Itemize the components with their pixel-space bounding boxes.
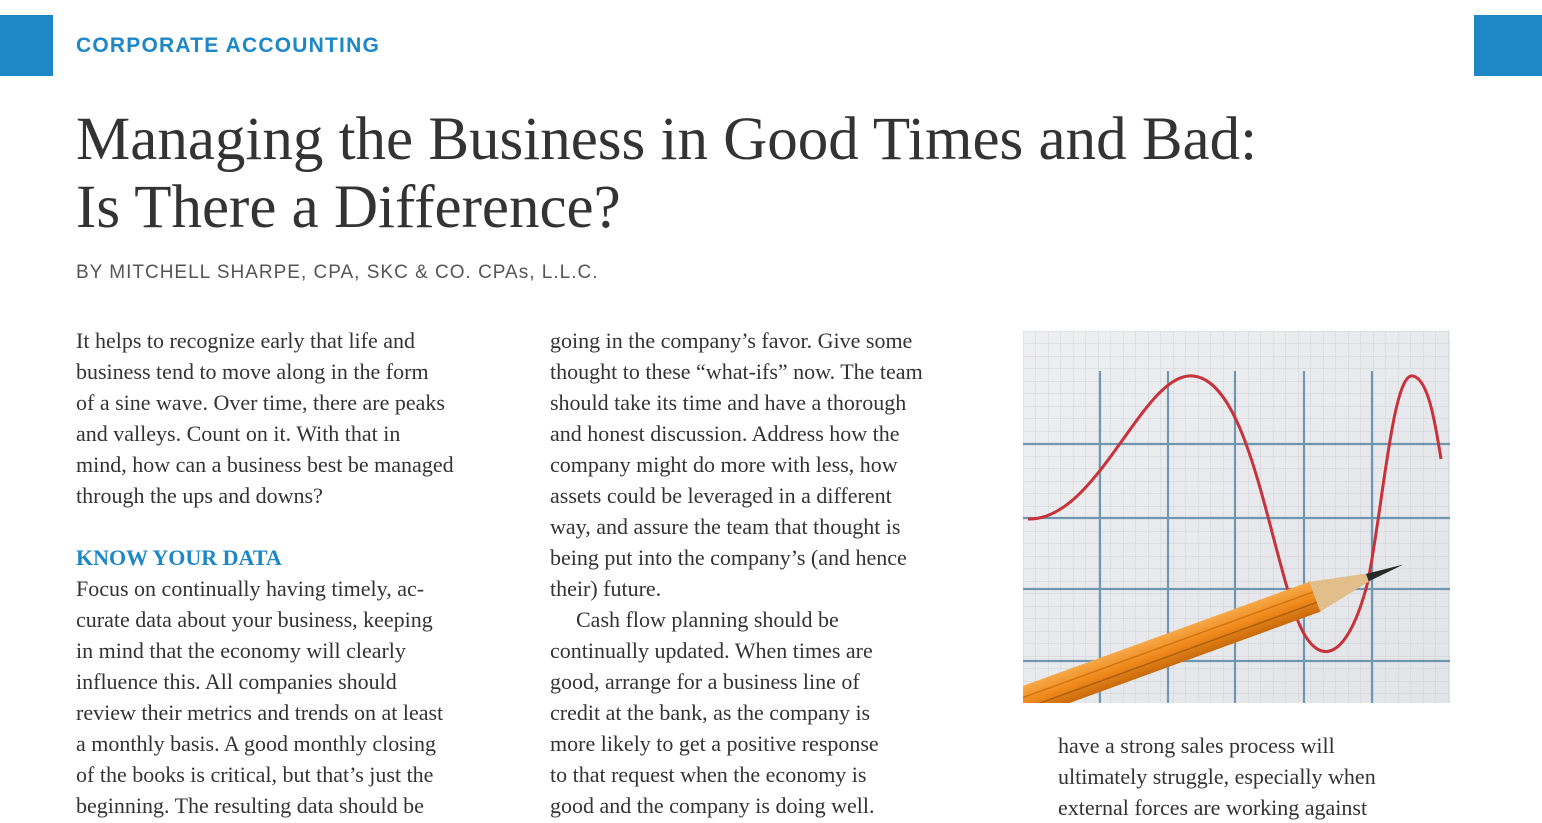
text-line: to that request when the economy is bbox=[550, 762, 867, 787]
text-line: curate data about your business, keeping bbox=[76, 607, 433, 632]
text-line: and honest discussion. Address how the bbox=[550, 421, 900, 446]
text-line: Cash flow planning should be bbox=[576, 607, 839, 632]
text-line: beginning. The resulting data should be bbox=[76, 793, 424, 818]
body-paragraph: going in the company’s favor. Give some … bbox=[550, 325, 990, 604]
text-line: should take its time and have a thorough bbox=[550, 390, 907, 415]
sine-curve bbox=[1027, 374, 1443, 653]
text-line: assets could be leveraged in a different bbox=[550, 483, 892, 508]
article-title-line-1: Managing the Business in Good Times and … bbox=[76, 106, 1258, 173]
article-title-line-2: Is There a Difference? bbox=[76, 174, 621, 241]
text-line: their) future. bbox=[550, 576, 662, 601]
text-line: and valleys. Count on it. With that in bbox=[76, 421, 401, 446]
intro-paragraph: It helps to recognize early that life an… bbox=[76, 325, 506, 511]
text-line: good and the company is doing well. bbox=[550, 793, 875, 818]
pencil bbox=[1023, 564, 1404, 703]
text-line: Focus on continually having timely, ac- bbox=[76, 576, 425, 601]
sine-wave-illustration bbox=[1023, 331, 1450, 703]
right-accent-tab bbox=[1474, 15, 1542, 76]
text-line: through the ups and downs? bbox=[76, 483, 323, 508]
text-line: continually updated. When times are bbox=[550, 638, 873, 663]
left-accent-tab bbox=[0, 15, 53, 76]
text-line: mind, how can a business best be managed bbox=[76, 452, 454, 477]
text-line: of the books is critical, but that’s jus… bbox=[76, 762, 434, 787]
text-column-1: It helps to recognize early that life an… bbox=[76, 325, 506, 821]
text-column-3: have a strong sales process will ultimat… bbox=[1058, 730, 1458, 823]
article-title: Managing the Business in Good Times and … bbox=[76, 106, 1456, 242]
text-column-2: going in the company’s favor. Give some … bbox=[550, 325, 990, 821]
text-line: a monthly basis. A good monthly closing bbox=[76, 731, 436, 756]
text-line: It helps to recognize early that life an… bbox=[76, 328, 416, 353]
graph-paper-svg bbox=[1023, 331, 1450, 703]
text-line: credit at the bank, as the company is bbox=[550, 700, 871, 725]
text-line: way, and assure the team that thought is bbox=[550, 514, 901, 539]
subhead-know-your-data: KNOW YOUR DATA bbox=[76, 545, 282, 570]
text-line: review their metrics and trends on at le… bbox=[76, 700, 444, 725]
text-line: influence this. All companies should bbox=[76, 669, 397, 694]
text-line: thought to these “what-ifs” now. The tea… bbox=[550, 359, 923, 384]
text-line: company might do more with less, how bbox=[550, 452, 898, 477]
body-paragraph: have a strong sales process will ultimat… bbox=[1058, 730, 1458, 823]
text-line: in mind that the economy will clearly bbox=[76, 638, 406, 663]
paragraph-gap bbox=[76, 511, 506, 542]
text-line: ultimately struggle, especially when bbox=[1058, 764, 1376, 789]
cash-flow-paragraph: Cash flow planning should be continually… bbox=[550, 604, 990, 821]
article-byline: BY MITCHELL SHARPE, CPA, SKC & CO. CPAs,… bbox=[76, 262, 599, 283]
text-line: going in the company’s favor. Give some bbox=[550, 328, 913, 353]
text-line: good, arrange for a business line of bbox=[550, 669, 860, 694]
text-line: of a sine wave. Over time, there are pea… bbox=[76, 390, 445, 415]
text-line: more likely to get a positive response bbox=[550, 731, 879, 756]
section-label: CORPORATE ACCOUNTING bbox=[76, 34, 380, 57]
text-line: being put into the company’s (and hence bbox=[550, 545, 907, 570]
text-line: have a strong sales process will bbox=[1058, 733, 1335, 758]
text-line: business tend to move along in the form bbox=[76, 359, 429, 384]
text-line: external forces are working against bbox=[1058, 795, 1368, 820]
body-paragraph: Focus on continually having timely, ac- … bbox=[76, 573, 506, 821]
